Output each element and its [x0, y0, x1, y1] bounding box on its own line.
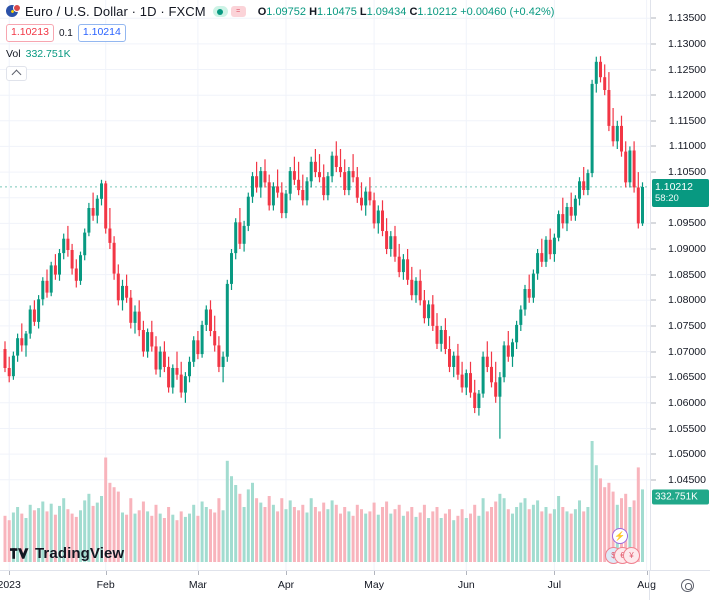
- eurusd-flag-icon: [6, 4, 21, 19]
- price-axis-label: 1.07500: [668, 319, 706, 332]
- price-axis-label: 1.07000: [668, 345, 706, 358]
- price-axis-label: 1.06000: [668, 396, 706, 409]
- time-tick: [197, 571, 199, 575]
- time-axis-label: Apr: [277, 579, 295, 591]
- time-tick: [9, 571, 11, 575]
- price-tick: [651, 69, 656, 70]
- price-tick: [651, 402, 656, 404]
- price-tick: [651, 479, 656, 481]
- time-tick: [554, 571, 556, 575]
- time-axis-label: Aug: [637, 579, 656, 591]
- price-tick: [651, 428, 656, 429]
- volume-value: 332.751K: [25, 48, 71, 60]
- exchange-badge[interactable]: =: [230, 6, 246, 17]
- collapse-pane-button[interactable]: [6, 66, 27, 81]
- spread-value: 0.1: [58, 27, 73, 39]
- time-axis-label: May: [364, 579, 385, 591]
- bid-price-pill[interactable]: 1.10213: [6, 24, 54, 42]
- volume-legend-row: Vol 332.751K: [6, 47, 554, 61]
- price-tick: [651, 120, 656, 122]
- ohlc-low-value: 1.09434: [366, 5, 407, 18]
- market-status-badge[interactable]: [212, 6, 228, 17]
- ohlc-change: +0.00460 (+0.42%): [460, 5, 555, 18]
- ask-price-pill[interactable]: 1.10214: [77, 24, 126, 42]
- ask-price: 1.10214: [82, 26, 121, 39]
- price-axis-label: 1.13500: [668, 12, 706, 25]
- price-tick: [651, 325, 656, 327]
- candlestick-series: [3, 56, 644, 439]
- price-axis-label: 1.04500: [668, 473, 706, 486]
- price-axis-label: 1.09500: [668, 217, 706, 230]
- time-tick: [646, 571, 648, 575]
- price-tick: [651, 274, 656, 276]
- price-axis-label: 1.09000: [668, 243, 706, 255]
- symbol-title[interactable]: Euro / U.S. Dollar · 1D · FXCM: [25, 4, 206, 19]
- time-axis-label: 2023: [0, 579, 21, 591]
- bar-countdown: 58:20: [655, 192, 679, 204]
- price-axis-label: 1.11500: [668, 114, 706, 127]
- time-tick: [286, 571, 287, 575]
- price-tick: [651, 43, 656, 45]
- price-axis-label: 1.06500: [668, 371, 706, 384]
- ohlc-high-label: H: [309, 5, 318, 18]
- lightning-bolt-icon[interactable]: ⚡: [612, 528, 628, 544]
- time-axis-label: Mar: [188, 579, 207, 591]
- ohlc-close-value: 1.10212: [417, 5, 458, 18]
- price-axis-label: 1.13000: [668, 37, 706, 50]
- chart-gridlines: [0, 0, 650, 570]
- time-tick: [466, 571, 468, 575]
- price-tick: [651, 248, 656, 250]
- price-tick: [651, 145, 656, 147]
- price-axis-label: 1.08500: [668, 268, 706, 281]
- price-tick: [651, 171, 656, 173]
- price-axis-label: 1.12000: [668, 89, 706, 102]
- price-axis-label: 1.05000: [668, 448, 706, 461]
- price-tick: [651, 299, 656, 301]
- price-axis-label: 1.11000: [668, 140, 706, 153]
- volume-series: [3, 441, 644, 562]
- price-scale[interactable]: 1.13500 1.13000 1.12500 1.12000 1.11500 1.110…: [650, 0, 710, 570]
- ohlc-open-value: 1.09752: [266, 5, 307, 18]
- price-tick: [651, 17, 656, 19]
- bid-price: 1.10213: [11, 26, 49, 39]
- time-axis-label: Jun: [457, 579, 475, 591]
- settings-gear-icon[interactable]: [681, 579, 694, 592]
- volume-value-badge[interactable]: 332.751K: [652, 489, 709, 505]
- ohlc-open-label: O: [257, 5, 267, 18]
- time-scale[interactable]: 2023 Feb Mar Apr May Jun Jul Aug: [0, 570, 710, 600]
- ohlc-values: O1.09752 H1.10475 L1.09434 C1.10212 +0.0…: [258, 6, 555, 18]
- price-axis-label: 1.05500: [668, 422, 706, 435]
- time-axis-label: Jul: [547, 579, 562, 591]
- price-tick: [651, 376, 656, 378]
- ohlc-high-value: 1.10475: [317, 5, 357, 18]
- scale-divider: [649, 571, 650, 600]
- time-tick: [105, 571, 107, 575]
- price-axis-label: 1.10500: [668, 166, 706, 179]
- price-axis-label: 1.12500: [668, 63, 706, 76]
- current-price-badge[interactable]: 1.10212 58:20: [652, 178, 709, 207]
- volume-label: Vol: [6, 48, 21, 60]
- price-axis-label: 1.08000: [668, 294, 706, 307]
- time-tick: [374, 571, 376, 575]
- price-tick: [651, 94, 656, 96]
- ohlc-close-label: C: [409, 5, 418, 18]
- bid-ask-row: 1.10213 0.1 1.10214: [6, 24, 554, 42]
- fx-coin-icon[interactable]: ¥: [623, 547, 640, 564]
- price-tick: [651, 453, 656, 455]
- chart-plot-area[interactable]: [0, 0, 650, 570]
- ohlc-low-label: L: [359, 5, 367, 18]
- time-axis-label: Feb: [96, 579, 115, 591]
- chart-legend: Euro / U.S. Dollar · 1D · FXCM = O1.0975…: [6, 3, 554, 81]
- price-tick: [651, 222, 656, 224]
- current-price-value: 1.10212: [655, 180, 693, 193]
- legend-title-row: Euro / U.S. Dollar · 1D · FXCM = O1.0975…: [6, 3, 554, 20]
- price-tick: [651, 351, 656, 353]
- chevron-up-icon: [11, 69, 22, 80]
